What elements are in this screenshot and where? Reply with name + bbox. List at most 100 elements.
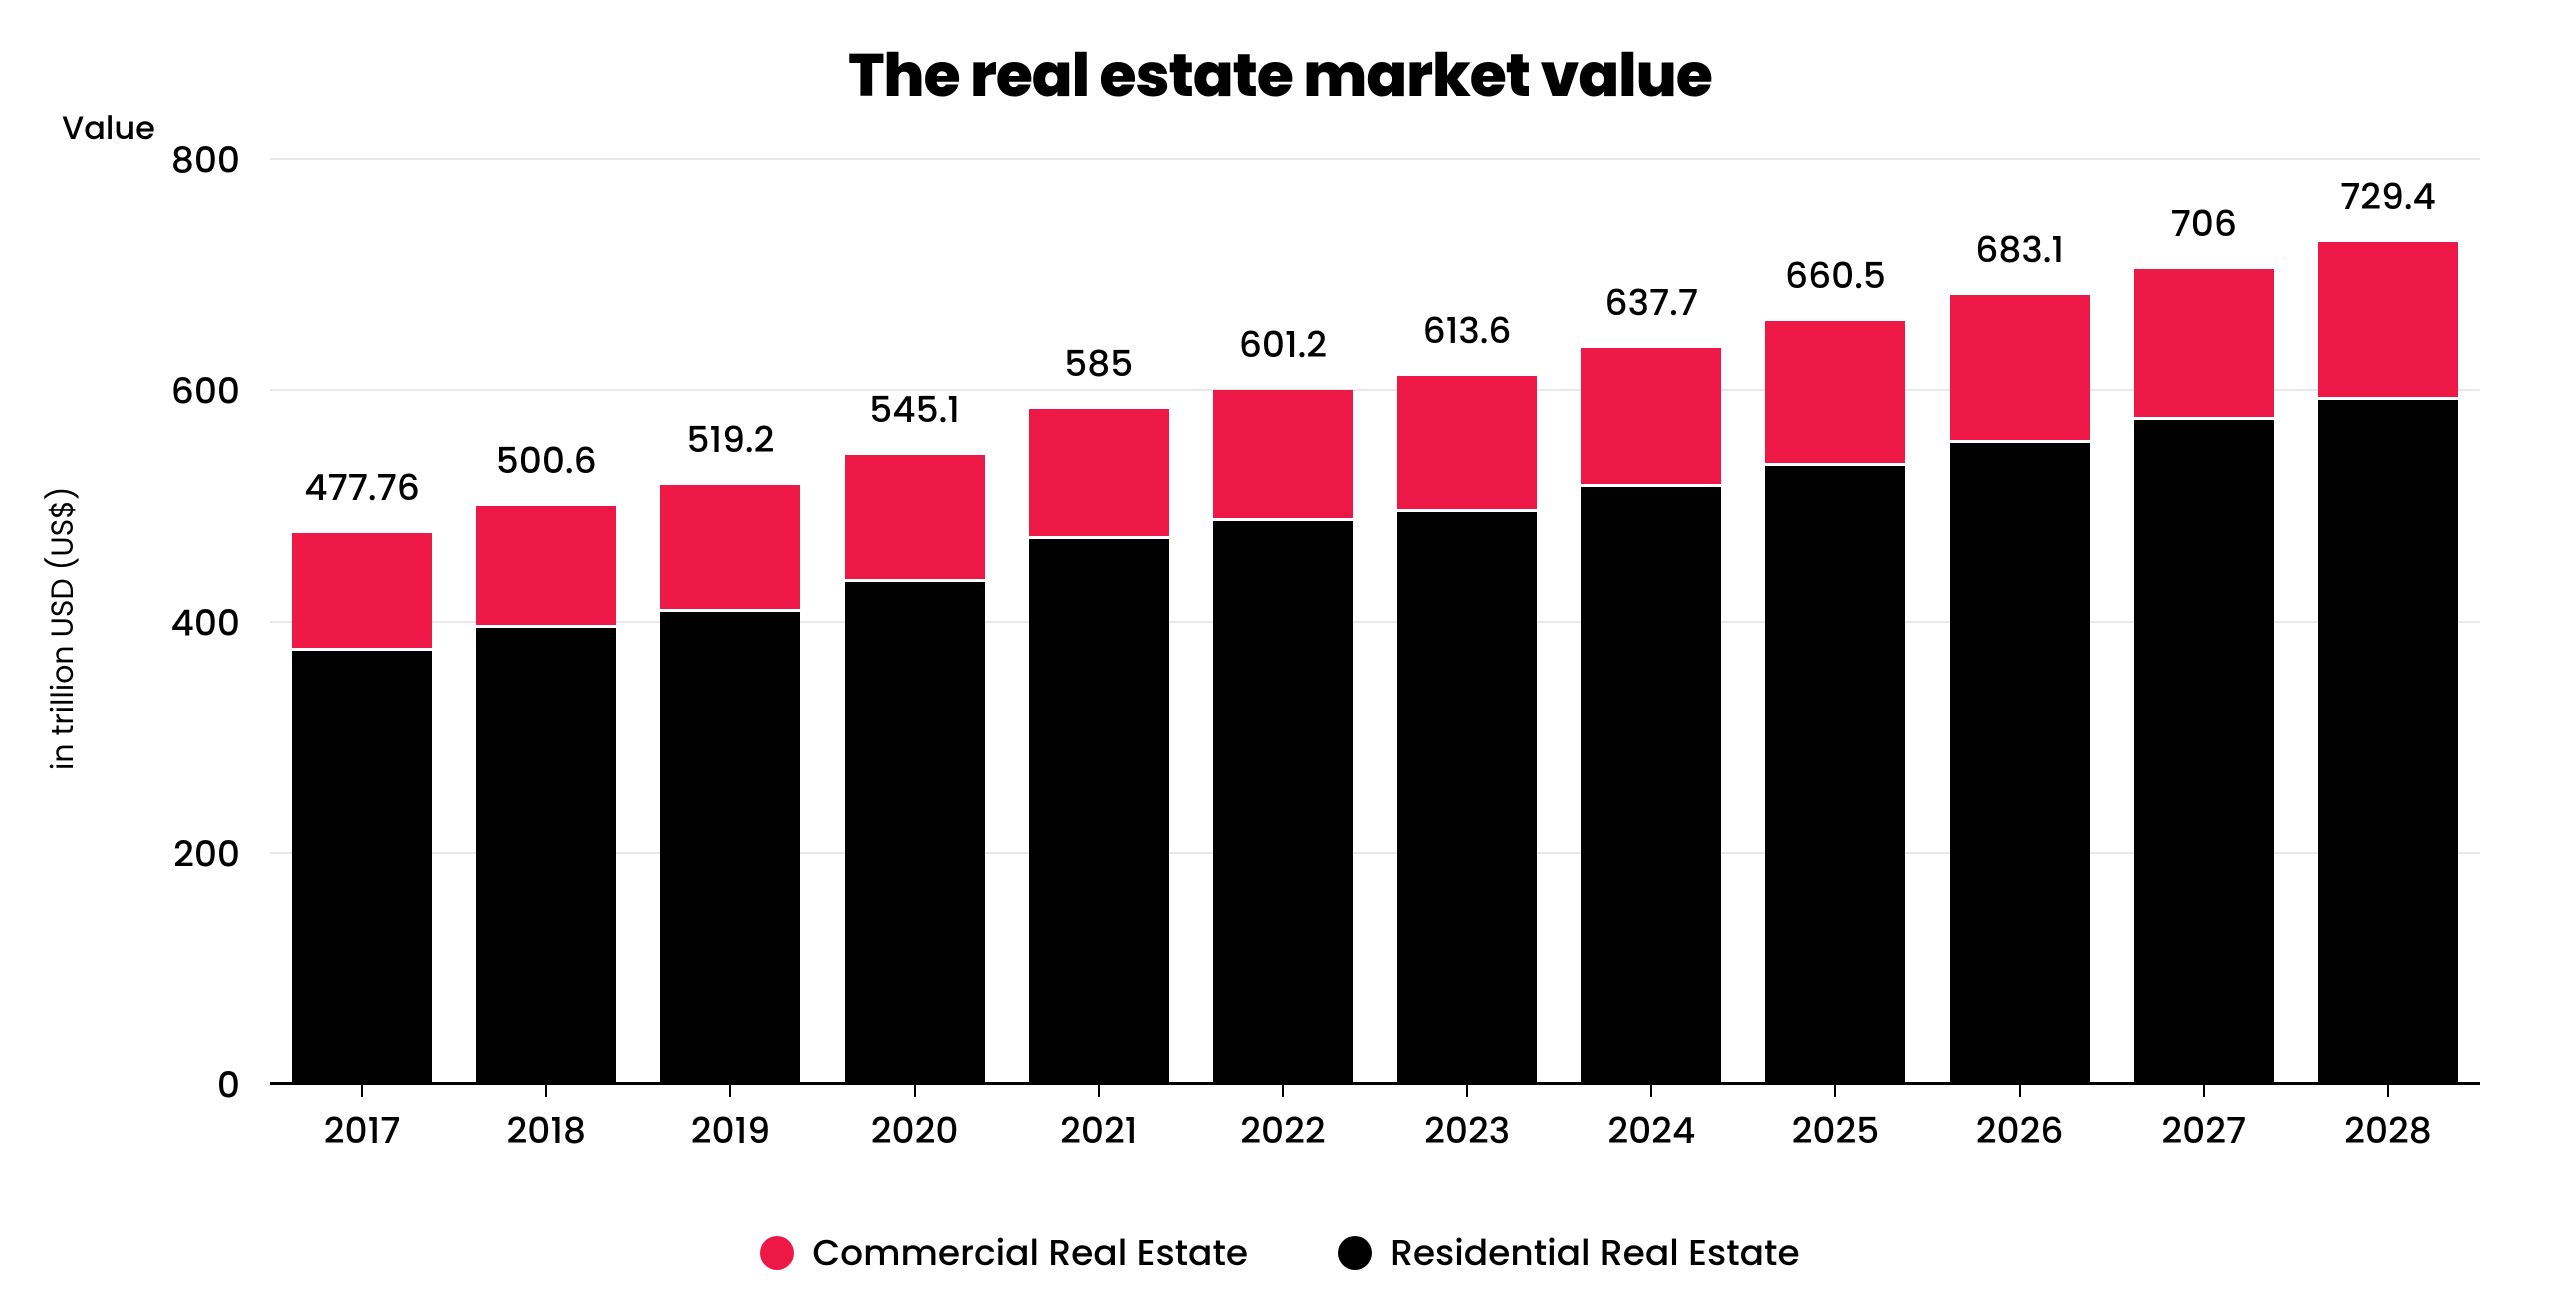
bar-segment-commercial: [1029, 409, 1169, 536]
bar-segment-residential: [1765, 466, 1905, 1085]
bars: 477.762017500.62018519.22019545.12020585…: [270, 160, 2480, 1085]
bar-segment-commercial: [660, 485, 800, 609]
bar-segment-commercial: [2134, 269, 2274, 417]
bar-segment-residential: [1581, 487, 1721, 1085]
x-tick-mark: [1466, 1085, 1468, 1097]
bar-slot: 500.62018: [454, 160, 638, 1085]
legend-item: Commercial Real Estate: [760, 1225, 1248, 1280]
bar-segment-residential: [1950, 443, 2090, 1085]
bar-segment-residential: [845, 582, 985, 1085]
bar: 519.2: [660, 485, 800, 1085]
bar-slot: 545.12020: [823, 160, 1007, 1085]
bar-slot: 637.72024: [1559, 160, 1743, 1085]
bar-total-label: 500.6: [496, 433, 597, 488]
y-tick-label: 200: [173, 826, 240, 881]
bar-slot: 7062027: [2112, 160, 2296, 1085]
x-tick-mark: [729, 1085, 731, 1097]
chart-wrapper: 0200400600800477.762017500.62018519.2201…: [180, 160, 2500, 1140]
x-tick-mark: [1282, 1085, 1284, 1097]
bar: 706: [2134, 269, 2274, 1085]
bar: 729.4: [2318, 242, 2458, 1085]
bar-slot: 660.52025: [1743, 160, 1927, 1085]
y-tick-label: 400: [171, 595, 240, 650]
y-tick-label: 800: [171, 133, 240, 188]
x-tick-label: 2026: [1976, 1103, 2064, 1158]
bar-total-label: 477.76: [304, 460, 420, 515]
y-tick-label: 0: [217, 1058, 240, 1113]
y-tick-label: 600: [171, 364, 240, 419]
x-tick-label: 2019: [691, 1103, 770, 1158]
x-tick-mark: [545, 1085, 547, 1097]
bar: 585: [1029, 409, 1169, 1085]
x-tick-label: 2021: [1060, 1103, 1137, 1158]
legend-swatch: [760, 1236, 794, 1270]
x-tick-label: 2025: [1792, 1103, 1880, 1158]
bar-segment-commercial: [1213, 390, 1353, 519]
bar-segment-residential: [2318, 400, 2458, 1085]
bar-total-label: 637.7: [1605, 275, 1699, 330]
bar: 660.5: [1765, 321, 1905, 1085]
bar: 500.6: [476, 506, 616, 1085]
bar-slot: 729.42028: [2296, 160, 2480, 1085]
bar-total-label: 601.2: [1239, 317, 1327, 372]
chart-title: The real estate market value: [60, 30, 2500, 120]
x-tick-label: 2024: [1607, 1103, 1695, 1158]
legend-label: Commercial Real Estate: [812, 1225, 1248, 1280]
bar-segment-commercial: [292, 533, 432, 648]
bar: 637.7: [1581, 348, 1721, 1085]
bar-segment-residential: [660, 612, 800, 1085]
bar-slot: 5852021: [1007, 160, 1191, 1085]
bar-total-label: 706: [2171, 196, 2237, 251]
x-tick-label: 2017: [324, 1103, 401, 1158]
y-axis-label: in trillion USD (US$): [40, 487, 86, 770]
bar: 545.1: [845, 455, 985, 1085]
x-tick-mark: [1834, 1085, 1836, 1097]
bar-segment-commercial: [845, 455, 985, 579]
chart-container: The real estate market value Value in tr…: [0, 0, 2560, 1310]
bar-segment-commercial: [1581, 348, 1721, 484]
x-tick-mark: [1650, 1085, 1652, 1097]
legend-item: Residential Real Estate: [1338, 1225, 1800, 1280]
y-title: Value: [62, 105, 155, 153]
bar-total-label: 545.1: [869, 382, 960, 437]
bar: 613.6: [1397, 376, 1537, 1085]
bar: 683.1: [1950, 295, 2090, 1085]
bar: 601.2: [1213, 390, 1353, 1085]
x-tick-mark: [2387, 1085, 2389, 1097]
x-tick-label: 2022: [1240, 1103, 1325, 1158]
bar-total-label: 585: [1064, 336, 1133, 391]
bar-segment-residential: [1213, 521, 1353, 1085]
bar-total-label: 729.4: [2340, 169, 2436, 224]
x-tick-label: 2028: [2344, 1103, 2432, 1158]
plot-area: 0200400600800477.762017500.62018519.2201…: [270, 160, 2480, 1085]
bar-segment-residential: [1029, 539, 1169, 1085]
bar-total-label: 683.1: [1975, 222, 2064, 277]
bar-segment-commercial: [1765, 321, 1905, 463]
bar-segment-residential: [476, 628, 616, 1085]
x-tick-mark: [914, 1085, 916, 1097]
x-tick-label: 2027: [2161, 1103, 2246, 1158]
x-tick-label: 2023: [1424, 1103, 1510, 1158]
bar-segment-commercial: [1950, 295, 2090, 440]
bar-slot: 477.762017: [270, 160, 454, 1085]
bar-segment-residential: [2134, 420, 2274, 1085]
legend: Commercial Real Estate Residential Real E…: [0, 1225, 2560, 1280]
x-tick-label: 2018: [507, 1103, 586, 1158]
bar-slot: 601.22022: [1191, 160, 1375, 1085]
legend-label: Residential Real Estate: [1390, 1225, 1800, 1280]
bar-total-label: 660.5: [1785, 248, 1886, 303]
x-tick-mark: [2019, 1085, 2021, 1097]
bar-segment-residential: [292, 651, 432, 1085]
bar-segment-commercial: [1397, 376, 1537, 510]
x-tick-mark: [361, 1085, 363, 1097]
bar-total-label: 519.2: [686, 412, 774, 467]
bar-segment-commercial: [476, 506, 616, 625]
bar: 477.76: [292, 533, 432, 1085]
legend-swatch: [1338, 1236, 1372, 1270]
bar-segment-residential: [1397, 512, 1537, 1085]
bar-slot: 613.62023: [1375, 160, 1559, 1085]
x-tick-mark: [2203, 1085, 2205, 1097]
bar-slot: 683.12026: [1928, 160, 2112, 1085]
x-tick-label: 2020: [871, 1103, 959, 1158]
x-tick-mark: [1098, 1085, 1100, 1097]
